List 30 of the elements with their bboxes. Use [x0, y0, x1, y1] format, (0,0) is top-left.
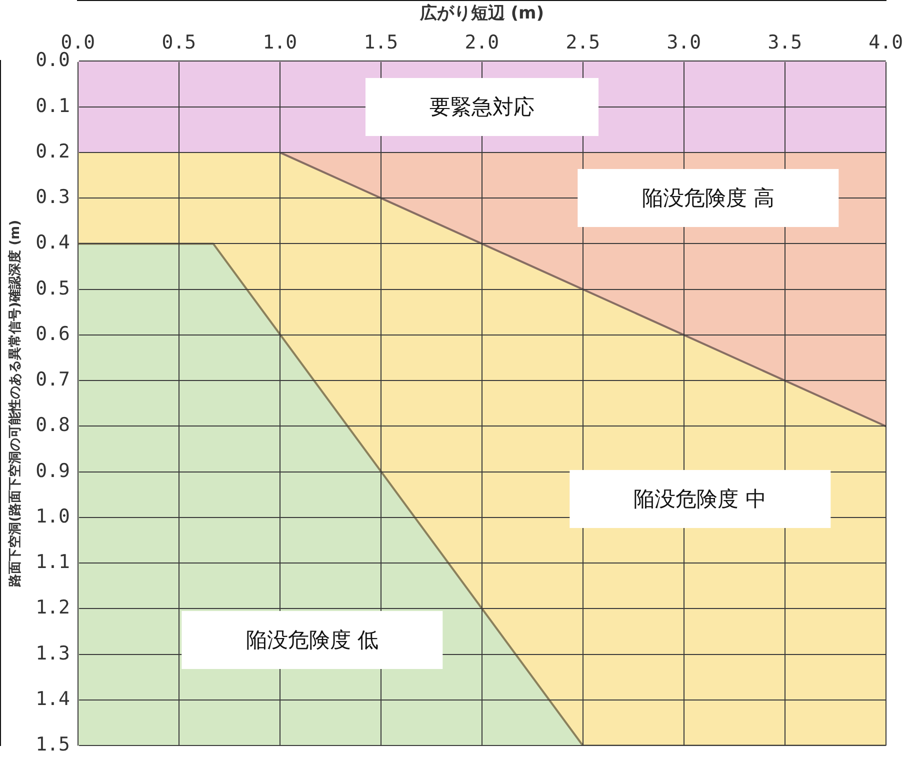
label-box: 陥没危険度 中 — [570, 470, 830, 528]
y-tick-label: 0.4 — [36, 232, 70, 254]
y-tick-label: 0.2 — [36, 140, 70, 162]
y-tick-label: 1.4 — [36, 688, 70, 710]
y-tick-label: 1.3 — [36, 642, 70, 664]
x-axis-title: 広がり短辺 (m) — [418, 4, 544, 24]
x-tick-label: 2.5 — [566, 32, 600, 54]
y-tick-label: 1.0 — [36, 505, 70, 528]
y-tick-label: 0.9 — [36, 460, 70, 482]
y-tick-label: 1.2 — [36, 596, 70, 619]
x-tick-label: 3.0 — [666, 32, 702, 54]
x-tick-label: 1.5 — [364, 32, 398, 54]
y-tick-label: 0.3 — [36, 186, 70, 208]
y-tick-label: 1.1 — [36, 551, 70, 574]
y-tick-label: 0.5 — [36, 277, 70, 300]
y-tick-label: 0.0 — [36, 49, 70, 72]
x-tick-label: 1.0 — [262, 32, 298, 54]
label-box: 陥没危険度 高 — [578, 169, 838, 228]
label-box: 陥没危険度 低 — [182, 610, 443, 669]
x-tick-label: 4.0 — [868, 32, 904, 54]
label-box: 要緊急対応 — [365, 78, 598, 136]
y-tick-label: 1.5 — [36, 734, 70, 756]
x-tick-label: 2.0 — [464, 32, 500, 54]
y-tick-label: 0.1 — [36, 94, 70, 117]
y-tick-label: 0.7 — [36, 368, 70, 391]
y-tick-label: 0.8 — [36, 414, 70, 436]
x-tick-label: 3.5 — [768, 32, 802, 54]
y-tick-label: 0.6 — [36, 322, 70, 345]
x-tick-label: 0.5 — [162, 32, 196, 54]
y-axis-title: 路面下空洞(路面下空洞の可能性のある異常信号)確認深度 (m) — [7, 220, 24, 588]
